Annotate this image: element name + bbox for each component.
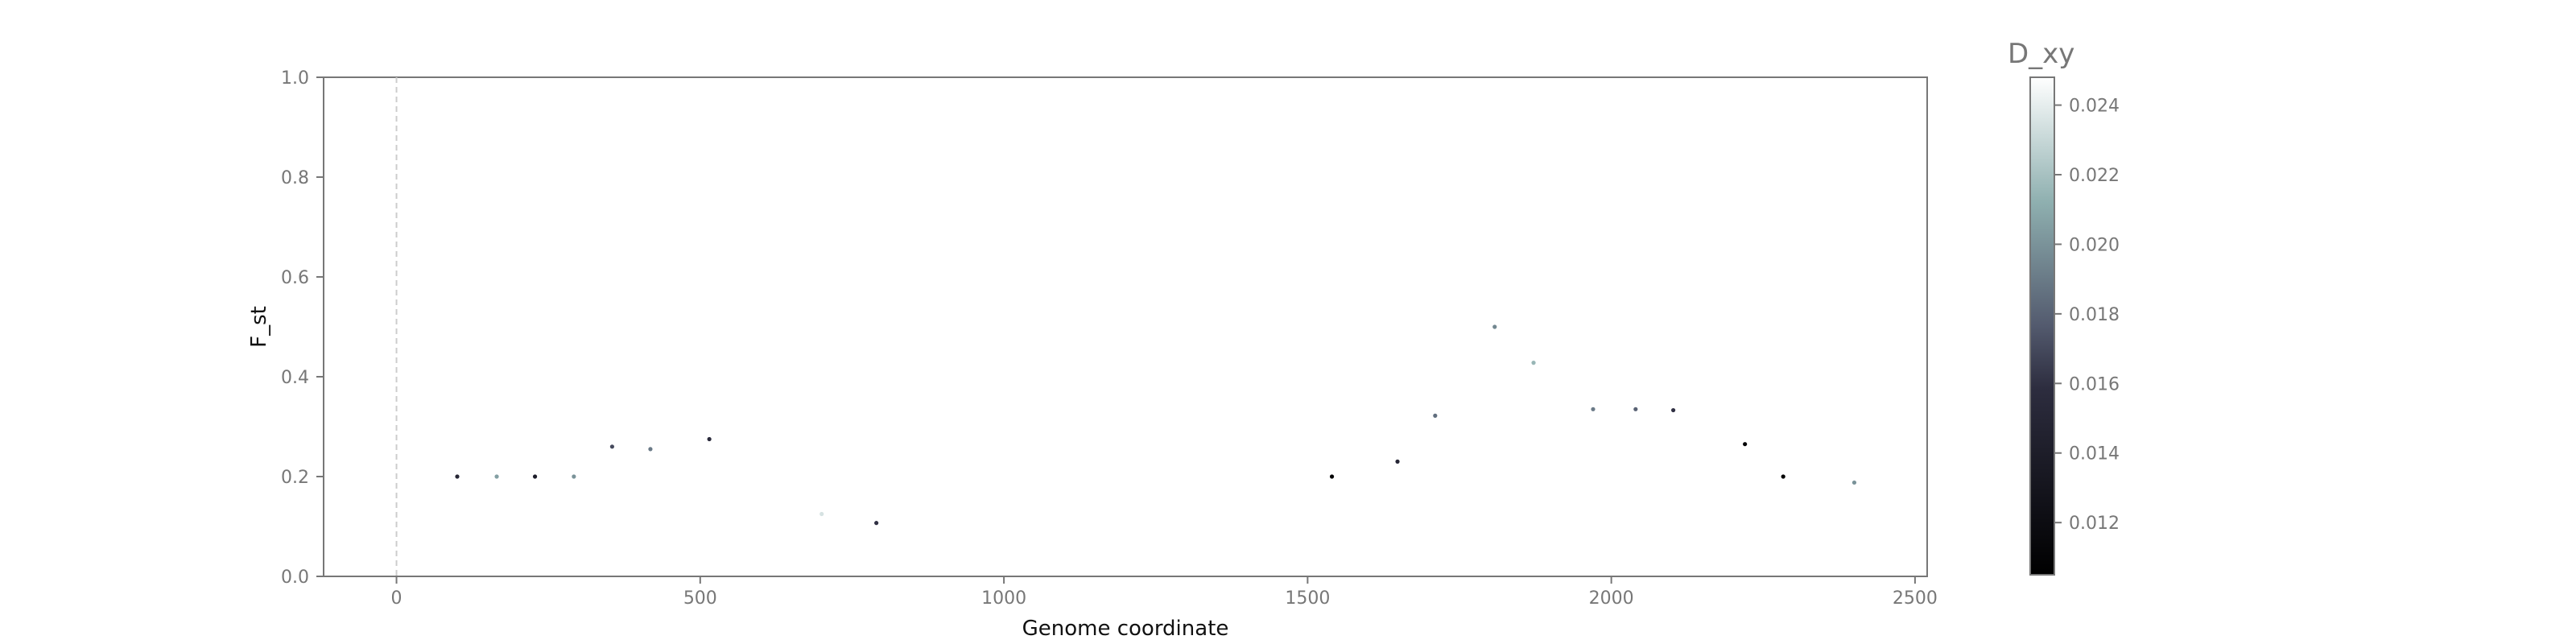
- data-point: [609, 444, 615, 449]
- data-point: [819, 511, 824, 517]
- data-point: [1633, 407, 1638, 411]
- x-axis-title: Genome coordinate: [1022, 617, 1229, 641]
- colorbar-tick-label: 0.016: [2069, 374, 2120, 394]
- colorbar-tick-label: 0.012: [2069, 514, 2120, 534]
- data-point: [648, 447, 653, 452]
- colorbar-title: D_xy: [2008, 38, 2074, 70]
- data-point: [1743, 442, 1748, 447]
- x-tick-label: 2500: [1893, 588, 1938, 609]
- colorbar-gradient: [2029, 76, 2055, 576]
- data-point: [1395, 459, 1400, 464]
- data-point: [1852, 480, 1857, 485]
- data-point: [1492, 324, 1497, 329]
- colorbar-tick-label: 0.018: [2069, 305, 2120, 325]
- y-tick-label: 0.2: [281, 468, 309, 488]
- data-point: [707, 436, 712, 442]
- x-tick-label: 2000: [1589, 588, 1634, 609]
- x-tick-label: 1500: [1285, 588, 1330, 609]
- y-tick-label: 0.0: [281, 568, 309, 588]
- colorbar-tick-label: 0.022: [2069, 166, 2120, 186]
- y-axis-ticks: 0.0 0.2 0.4 0.6 0.8 1.0: [281, 68, 324, 588]
- x-tick-label: 500: [683, 588, 717, 609]
- x-tick-label: 0: [391, 588, 402, 609]
- colorbar-tick-label: 0.020: [2069, 235, 2120, 255]
- y-tick-label: 1.0: [281, 68, 309, 89]
- data-point: [572, 474, 576, 479]
- data-point: [532, 474, 538, 479]
- data-point: [494, 474, 499, 479]
- y-axis-title: F_st: [247, 306, 271, 348]
- y-tick-label: 0.6: [281, 268, 309, 288]
- scatter-points: [455, 324, 1857, 526]
- data-point: [1433, 413, 1438, 418]
- x-axis-ticks: 0 500 1000 1500 2000 2500: [391, 576, 1938, 609]
- data-point: [874, 521, 879, 526]
- data-point: [1781, 474, 1785, 479]
- colorbar-tick-label: 0.014: [2069, 444, 2120, 464]
- data-point: [1329, 474, 1335, 479]
- data-point: [1671, 407, 1676, 413]
- x-tick-label: 1000: [981, 588, 1026, 609]
- colorbar-tick-label: 0.024: [2069, 97, 2120, 117]
- y-tick-label: 0.4: [281, 368, 309, 388]
- data-point: [1531, 361, 1536, 365]
- colorbar: D_xy 0.012 0.014 0.016 0.018 0.020 0.022 0.024: [2008, 38, 2120, 576]
- data-point: [455, 474, 460, 479]
- y-tick-label: 0.8: [281, 168, 309, 188]
- colorbar-ticks: 0.012 0.014 0.016 0.018 0.020 0.022 0.024: [2054, 97, 2120, 534]
- data-point: [1591, 407, 1596, 411]
- plot-area: [323, 76, 1928, 577]
